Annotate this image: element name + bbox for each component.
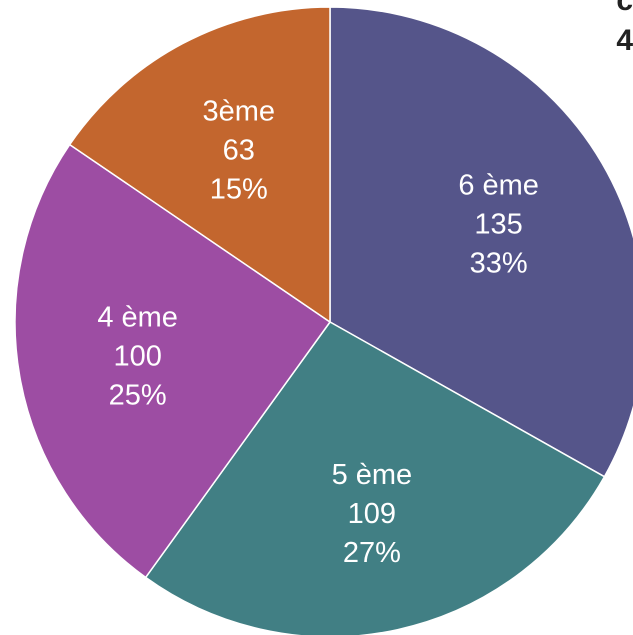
data-label-6-eme: 6 ème 135 33%: [458, 169, 539, 279]
data-label-4-eme: 4 ème 100 25%: [97, 302, 178, 412]
pie-slice-4-eme: [14, 143, 332, 579]
slice-name: 6 ème: [458, 169, 539, 201]
corner-text-top: c: [616, 0, 633, 17]
slice-name: 3ème: [202, 95, 275, 127]
slice-name: 4 ème: [97, 302, 178, 334]
slice-percent: 33%: [470, 247, 528, 279]
slice-name: 5 ème: [332, 459, 413, 491]
slice-value: 63: [223, 134, 255, 166]
pie-slice-6-eme: [329, 6, 633, 478]
slice-percent: 15%: [210, 173, 268, 205]
data-label-5-eme: 5 ème 109 27%: [332, 459, 413, 569]
data-label-3eme: 3ème 63 15%: [202, 95, 275, 205]
pie-slice-3eme: [68, 6, 331, 324]
slice-value: 109: [348, 498, 396, 530]
pie-labels: 6 ème 135 33% 5 ème 109 27% 4 ème 100 25% 3ème 63 1…: [97, 95, 539, 568]
slice-value: 100: [113, 341, 161, 373]
slice-value: 135: [474, 208, 522, 240]
slice-percent: 27%: [343, 537, 401, 569]
corner-text-number: 4: [616, 24, 633, 57]
pie-slice-5-eme: [144, 321, 606, 635]
slice-percent: 25%: [109, 380, 167, 412]
pie-slices: [14, 6, 633, 635]
